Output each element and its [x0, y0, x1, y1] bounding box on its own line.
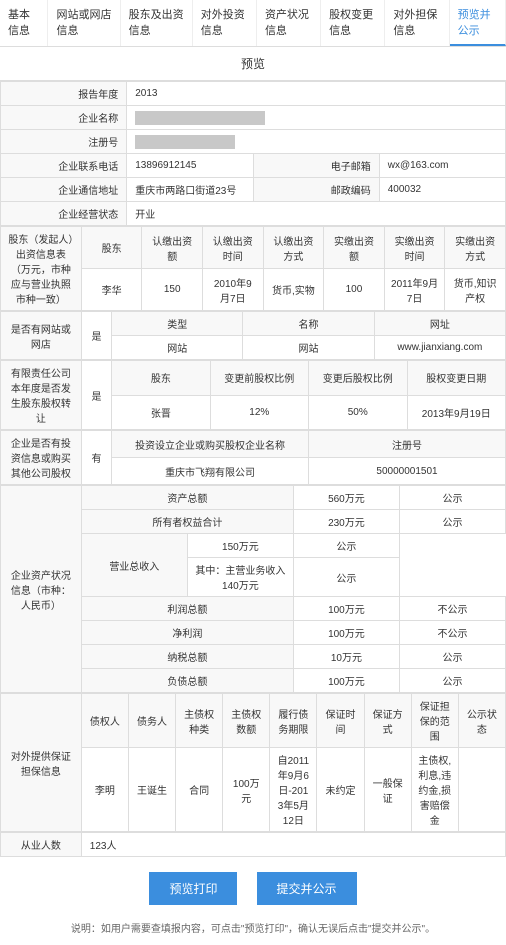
status-label: 企业经营状态	[1, 202, 127, 226]
tab-5[interactable]: 股权变更信息	[321, 0, 385, 46]
year-label: 报告年度	[1, 82, 127, 106]
regno-value	[127, 130, 506, 154]
tab-3[interactable]: 对外投资信息	[193, 0, 257, 46]
tab-6[interactable]: 对外担保信息	[385, 0, 449, 46]
zip-value: 400032	[379, 178, 505, 202]
invest-title: 股东（发起人）出资信息表（万元，市种应与营业执照市种一致）	[1, 227, 82, 311]
basic-table: 报告年度2013 企业名称 注册号 企业联系电话13896912145电子邮箱w…	[0, 81, 506, 226]
name-label: 企业名称	[1, 106, 127, 130]
submit-publish-button[interactable]: 提交并公示	[257, 872, 357, 905]
outinvest-table: 企业是否有投资信息或购买其他公司股权有 投资设立企业或购买股权企业名称注册号 重…	[0, 430, 506, 485]
zip-label: 邮政编码	[253, 178, 379, 202]
email-label: 电子邮箱	[253, 154, 379, 178]
tab-2[interactable]: 股东及出资信息	[121, 0, 193, 46]
tabs: 基本信息网站或网店信息股东及出资信息对外投资信息资产状况信息股权变更信息对外担保…	[0, 0, 506, 47]
year-value: 2013	[127, 82, 506, 106]
asset-title: 企业资产状况信息（市种：人民币）	[1, 486, 82, 693]
asset-table: 企业资产状况信息（市种：人民币）资产总额560万元公示所有者权益合计230万元公…	[0, 485, 506, 693]
note: 说明：如用户需要查填报内容，可点击"预览打印"，确认无误后点击"提交并公示"。	[0, 920, 506, 945]
regno-label: 注册号	[1, 130, 127, 154]
preview-print-button[interactable]: 预览打印	[149, 872, 237, 905]
equity-table: 有限责任公司本年度是否发生股东股权转让是 股东变更前股权比例变更后股权比例股权变…	[0, 360, 506, 430]
guar-table: 对外提供保证担保信息 债权人债务人主债权种类主债权数额履行债务期限保证时间保证方…	[0, 693, 506, 832]
email-value: wx@163.com	[379, 154, 505, 178]
addr-value: 重庆市两路口街道23号	[127, 178, 253, 202]
tab-4[interactable]: 资产状况信息	[257, 0, 321, 46]
name-value	[127, 106, 506, 130]
tab-7[interactable]: 预览并公示	[450, 0, 506, 46]
invest-table: 股东（发起人）出资信息表（万元，市种应与营业执照市种一致） 股东认缴出资额认缴出…	[0, 226, 506, 311]
actions: 预览打印 提交并公示	[0, 857, 506, 920]
web-table: 是否有网站或网店是 类型名称网址 网站网站www.jianxiang.com	[0, 311, 506, 360]
tab-0[interactable]: 基本信息	[0, 0, 48, 46]
phone-label: 企业联系电话	[1, 154, 127, 178]
emp-table: 从业人数123人	[0, 832, 506, 857]
tab-1[interactable]: 网站或网店信息	[48, 0, 120, 46]
status-value: 开业	[127, 202, 506, 226]
section-title: 预览	[0, 47, 506, 81]
phone-value: 13896912145	[127, 154, 253, 178]
addr-label: 企业通信地址	[1, 178, 127, 202]
